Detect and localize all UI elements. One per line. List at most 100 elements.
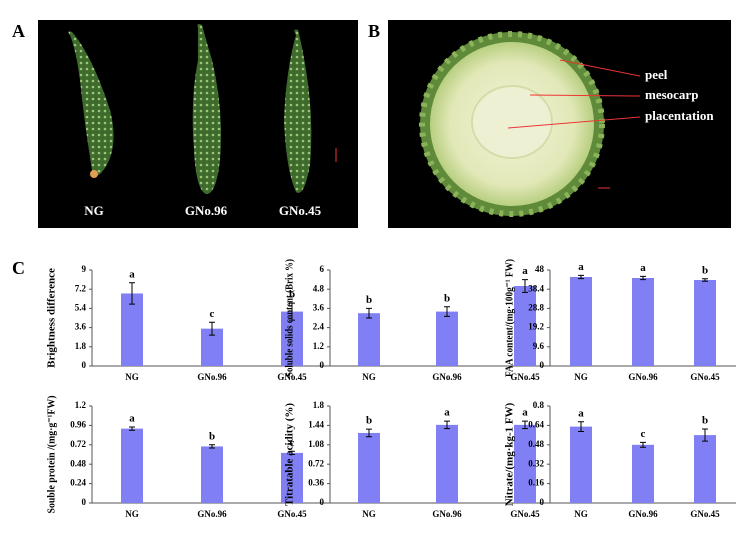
error-bar [522,420,528,430]
y-tick-label: 0.64 [528,419,544,429]
bar [514,286,536,366]
significance-letter: c [641,428,646,440]
panel-label: B [368,21,380,41]
x-tick-label: GNo.96 [197,509,227,519]
error-bar [444,420,450,430]
significance-letter: a [522,265,528,277]
y-tick-label: 6 [320,264,325,274]
error-bar [129,426,135,431]
bar [570,426,592,503]
error-bar [366,428,372,438]
y-tick-label: 0 [82,360,87,370]
x-tick-label: GNo.45 [510,372,540,382]
photo-label: peel [645,67,668,82]
bar [281,452,303,503]
error-bar [366,307,372,319]
bar [281,311,303,366]
significance-letter: b [366,294,372,306]
x-tick-label: GNo.96 [432,372,462,382]
y-tick-label: 0.8 [533,400,545,410]
photo-label: GNo.96 [185,203,228,218]
y-tick-label: 2.4 [313,322,325,332]
y-tick-label: 0 [540,497,545,507]
y-tick-label: 1.08 [308,439,324,449]
y-tick-label: 0 [82,497,87,507]
y-tick-label: 9.6 [533,341,545,351]
y-tick-label: 3.6 [313,302,325,312]
y-tick-label: 0.48 [70,458,86,468]
y-axis-label: Brightness difference [46,268,58,368]
y-tick-label: 1.2 [75,400,87,410]
x-tick-label: GNo.96 [628,509,658,519]
bar [514,424,536,503]
error-bar [289,450,295,455]
error-bar [702,278,708,282]
significance-letter: b [209,430,215,442]
y-axis-label: FAA content/(mg·100g⁻¹ FW) [504,259,516,377]
significance-letter: c [210,308,215,320]
bar [121,428,143,503]
bar [632,278,654,366]
y-tick-label: 0.72 [70,439,86,449]
photo-label: NG [84,203,104,218]
y-tick-label: 4.8 [313,283,325,293]
x-tick-label: GNo.45 [277,509,307,519]
bar [694,435,716,503]
bar [436,311,458,366]
x-tick-label: GNo.45 [690,509,720,519]
error-bar [444,306,450,317]
significance-letter: a [129,268,135,280]
x-tick-label: NG [574,509,588,519]
bar [632,444,654,503]
bar [358,313,380,366]
y-axis-label: Nitrate/(mg·kg-1 FW) [504,402,516,506]
x-tick-label: NG [362,372,376,382]
x-tick-label: GNo.45 [690,372,720,382]
error-bar [289,302,295,321]
y-tick-label: 5.4 [75,302,87,312]
significance-letter: a [640,262,646,274]
y-tick-label: 28.8 [528,302,544,312]
error-bar [640,441,646,448]
error-bar [578,421,584,432]
y-tick-label: 3.6 [75,322,87,332]
y-axis-label: Titratable acidity (%) [284,403,296,506]
bar [201,328,223,366]
x-tick-label: GNo.96 [197,372,227,382]
y-tick-label: 0.36 [308,478,324,488]
bar [201,446,223,503]
y-tick-label: 1.44 [308,419,324,429]
error-bar [578,274,584,280]
significance-letter: a [444,407,450,419]
error-bar [209,321,215,336]
x-tick-label: GNo.96 [628,372,658,382]
y-axis-label: Souble protein /(mg·g⁻¹FW) [46,395,58,513]
error-bar [209,444,215,449]
bar [358,432,380,503]
y-tick-label: 7.2 [75,283,87,293]
y-tick-label: 0.32 [528,458,544,468]
photo-label: mesocarp [645,87,698,102]
y-tick-label: 1.8 [75,341,87,351]
error-bar [522,279,528,293]
significance-letter: a [129,413,135,425]
error-bar [129,282,135,305]
y-axis-label: Soluble solids content (Brix %) [284,259,296,377]
x-tick-label: NG [125,372,139,382]
y-tick-label: 0 [540,360,545,370]
x-tick-label: NG [574,372,588,382]
cucumbers [68,24,337,195]
x-tick-label: GNo.45 [277,372,307,382]
photo-label: placentation [645,108,714,123]
y-tick-label: 0.24 [70,478,86,488]
panel-label: C [12,258,25,278]
y-tick-label: 0.48 [528,439,544,449]
photo-label: GNo.45 [279,203,322,218]
significance-letter: b [702,415,708,427]
y-tick-label: 19.2 [528,322,544,332]
significance-letter: b [366,415,372,427]
bar [436,424,458,503]
significance-letter: a [522,407,528,419]
y-tick-label: 38.4 [528,283,544,293]
